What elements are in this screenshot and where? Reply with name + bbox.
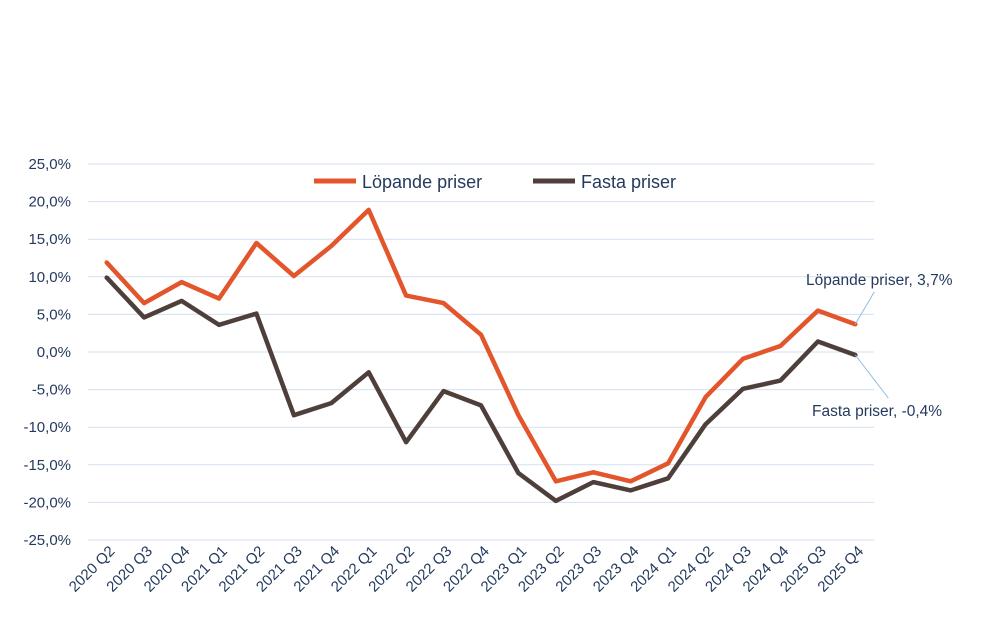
y-tick-label: -5,0%	[32, 382, 71, 399]
y-axis: 25,0% 20,0% 15,0% 10,0% 5,0% 0,0% -5,0% -10,0% -…	[23, 156, 71, 549]
y-tick-label: 10,0%	[28, 269, 71, 286]
leader-line-fasta	[854, 354, 889, 399]
y-tick-label: 0,0%	[37, 344, 71, 361]
gridlines	[88, 163, 874, 541]
y-tick-label: 20,0%	[28, 194, 71, 211]
end-label-lopande: Löpande priser, 3,7%	[806, 272, 953, 289]
y-tick-label: 25,0%	[28, 156, 71, 173]
series-line-fasta	[104, 275, 858, 504]
y-tick-label: 5,0%	[37, 306, 71, 323]
y-tick-label: 15,0%	[28, 231, 71, 248]
series-lines	[104, 207, 858, 504]
y-tick-label: -15,0%	[23, 457, 71, 474]
legend-label-lopande: Löpande priser	[362, 172, 482, 192]
end-annotations: Löpande priser, 3,7% Fasta priser, -0,4%	[806, 272, 953, 420]
leader-line-lopande	[854, 291, 875, 325]
series-line-lopande	[104, 207, 858, 484]
end-label-fasta: Fasta priser, -0,4%	[812, 403, 942, 420]
y-tick-label: -25,0%	[23, 532, 71, 549]
legend: Löpande priser Fasta priser	[314, 172, 676, 192]
y-tick-label: -10,0%	[23, 419, 71, 436]
y-tick-label: -20,0%	[23, 494, 71, 511]
legend-label-fasta: Fasta priser	[581, 172, 676, 192]
